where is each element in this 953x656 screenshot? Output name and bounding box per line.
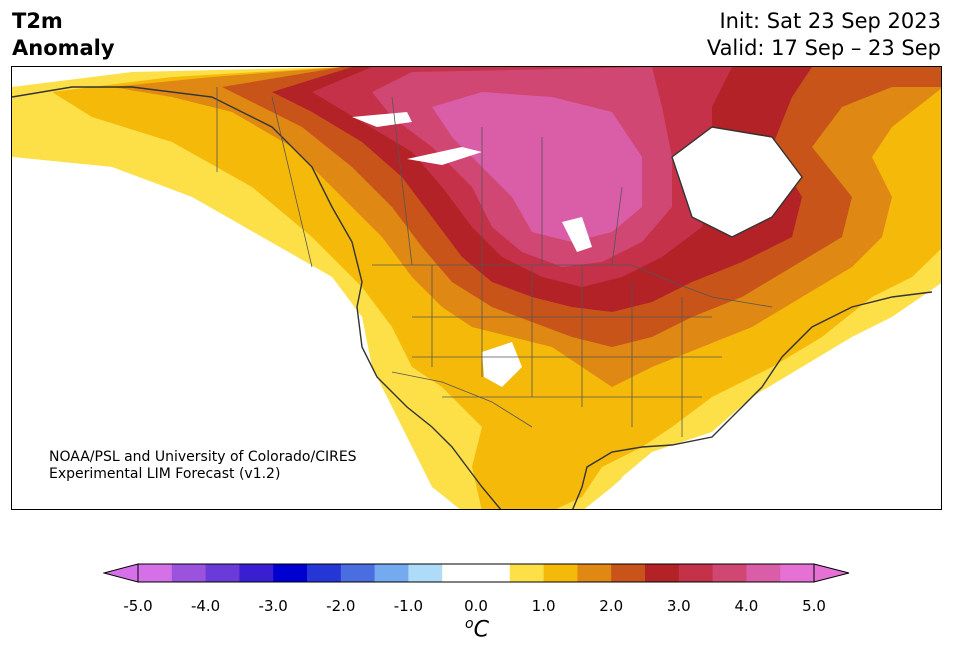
anomaly-band-4-0	[432, 92, 642, 242]
unit-letter: C	[473, 617, 489, 643]
atlantic-coastline	[731, 291, 933, 418]
unit-degree: o	[465, 616, 474, 632]
colorbar-cell	[205, 564, 240, 582]
map-title: T2m Anomaly	[12, 8, 115, 62]
map-canvas	[12, 67, 941, 509]
colorbar-tick-label: 4.0	[734, 597, 759, 615]
lake-shape	[352, 112, 412, 127]
colorbar-cell	[340, 564, 376, 582]
colorbar	[103, 563, 850, 583]
colorbar-unit: oC	[465, 616, 489, 642]
colorbar-tick-label: -2.0	[326, 597, 356, 615]
border-us-canada	[372, 264, 773, 308]
anomaly-map	[11, 66, 942, 510]
pacific-coastline	[12, 86, 502, 509]
credit-line-2: Experimental LIM Forecast (v1.2)	[49, 466, 281, 482]
colorbar-tick-label: -4.0	[190, 597, 221, 615]
colorbar-tick-label: -1.0	[393, 597, 424, 615]
lake-shape	[407, 147, 482, 165]
colorbar-under-arrow	[103, 563, 139, 583]
colorbar-cell	[408, 564, 443, 582]
colorbar-cell	[712, 564, 747, 582]
colorbar-tick-label: 0.0	[464, 597, 488, 615]
colorbar-cell	[138, 564, 173, 582]
lake-shape	[562, 217, 592, 252]
colorbar-tick-label: 5.0	[802, 597, 826, 615]
colorbar-cell	[509, 564, 545, 582]
colorbar-cell	[476, 564, 511, 582]
colorbar-cell	[307, 564, 342, 582]
gulf-coastline	[572, 416, 733, 509]
colorbar-tick-label: 2.0	[599, 597, 624, 615]
state-boundaries	[412, 265, 722, 437]
hudson-bay-coastline	[671, 126, 803, 238]
colorbar-cell	[374, 564, 409, 582]
border-us-mexico	[391, 371, 533, 428]
colorbar-tick-label: -5.0	[123, 597, 153, 615]
data-credit: NOAA/PSL and University of Colorado/CIRE…	[49, 449, 357, 483]
low-anomaly-patch	[482, 342, 522, 387]
colorbar-cell	[171, 564, 207, 582]
title-variable: T2m	[12, 9, 63, 33]
colorbar-tick-label: 1.0	[531, 597, 556, 615]
colorbar-cell	[577, 564, 612, 582]
title-anomaly: Anomaly	[12, 36, 115, 60]
colorbar-cell	[678, 564, 714, 582]
colorbar-tick-label: -3.0	[258, 597, 288, 615]
colorbar-tick-label: 3.0	[666, 597, 691, 615]
init-date: Init: Sat 23 Sep 2023	[719, 9, 941, 33]
colorbar-cell	[611, 564, 646, 582]
credit-line-1: NOAA/PSL and University of Colorado/CIRE…	[49, 449, 357, 465]
province-boundaries	[216, 87, 623, 268]
colorbar-cell	[780, 564, 815, 582]
colorbar-cell	[273, 564, 308, 582]
hudson-bay	[672, 127, 802, 237]
atlantic-ocean	[612, 283, 941, 509]
pacific-ocean	[12, 157, 460, 509]
colorbar-cell	[746, 564, 781, 582]
colorbar-cell	[442, 564, 477, 582]
colorbar-cell	[645, 564, 680, 582]
colorbar-cell	[239, 564, 274, 582]
colorbar-over-arrow	[813, 563, 850, 583]
colorbar-cell	[543, 564, 578, 582]
valid-date: Valid: 17 Sep – 23 Sep	[706, 36, 941, 60]
forecast-dates: Init: Sat 23 Sep 2023 Valid: 17 Sep – 23…	[707, 8, 941, 62]
colorbar-outline	[137, 563, 815, 583]
